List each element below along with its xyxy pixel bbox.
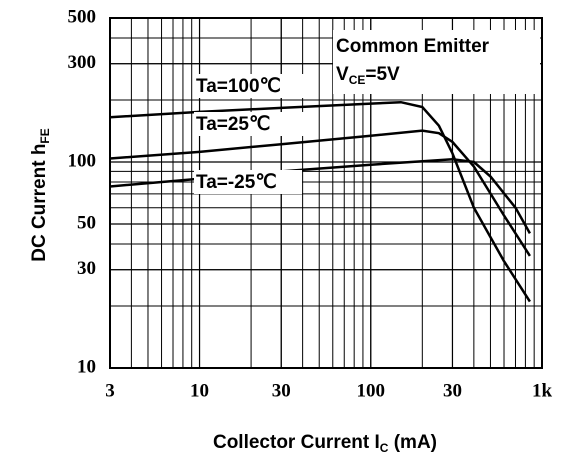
annotation: VCE=5V <box>336 64 400 87</box>
x-tick-label: 1k <box>532 380 553 401</box>
annotation-box <box>333 30 540 94</box>
series-label-bg <box>194 74 304 98</box>
x-tick-label: 30 <box>443 380 462 401</box>
x-tick-label: 10 <box>190 380 209 401</box>
y-tick-label: 50 <box>77 212 96 233</box>
x-tick-label: 3 <box>105 380 115 401</box>
text-part: =5V <box>365 64 400 85</box>
y-tick-label: 100 <box>68 150 97 171</box>
series-line <box>109 100 531 303</box>
text-part: DC Current h <box>29 144 50 262</box>
y-tick-label: 30 <box>77 258 96 279</box>
series-label-bg <box>194 170 302 194</box>
text-part: V <box>336 64 349 85</box>
x-axis-label: Collector Current IC (mA) <box>213 432 437 455</box>
series-label-bg <box>194 112 304 136</box>
x-tick-label: 30 <box>272 380 291 401</box>
text-part: C <box>380 441 389 455</box>
text-part: (mA) <box>388 432 437 453</box>
text-part: Collector Current I <box>213 432 380 453</box>
text-part: CE <box>349 73 366 87</box>
y-tick-label: 10 <box>77 356 96 377</box>
plot-frame <box>109 17 543 369</box>
y-tick-label: 300 <box>68 52 97 73</box>
y-axis-label: DC Current hFE <box>29 128 52 262</box>
series-line <box>109 129 531 257</box>
text-part: FE <box>38 128 52 143</box>
series-label: Ta=-25℃ <box>196 172 277 193</box>
series-label: Ta=25℃ <box>196 114 270 135</box>
x-tick-label: 100 <box>357 380 386 401</box>
series-label: Ta=100℃ <box>196 76 281 97</box>
annotation: Common Emitter <box>336 36 490 57</box>
y-tick-label: 500 <box>68 6 97 27</box>
